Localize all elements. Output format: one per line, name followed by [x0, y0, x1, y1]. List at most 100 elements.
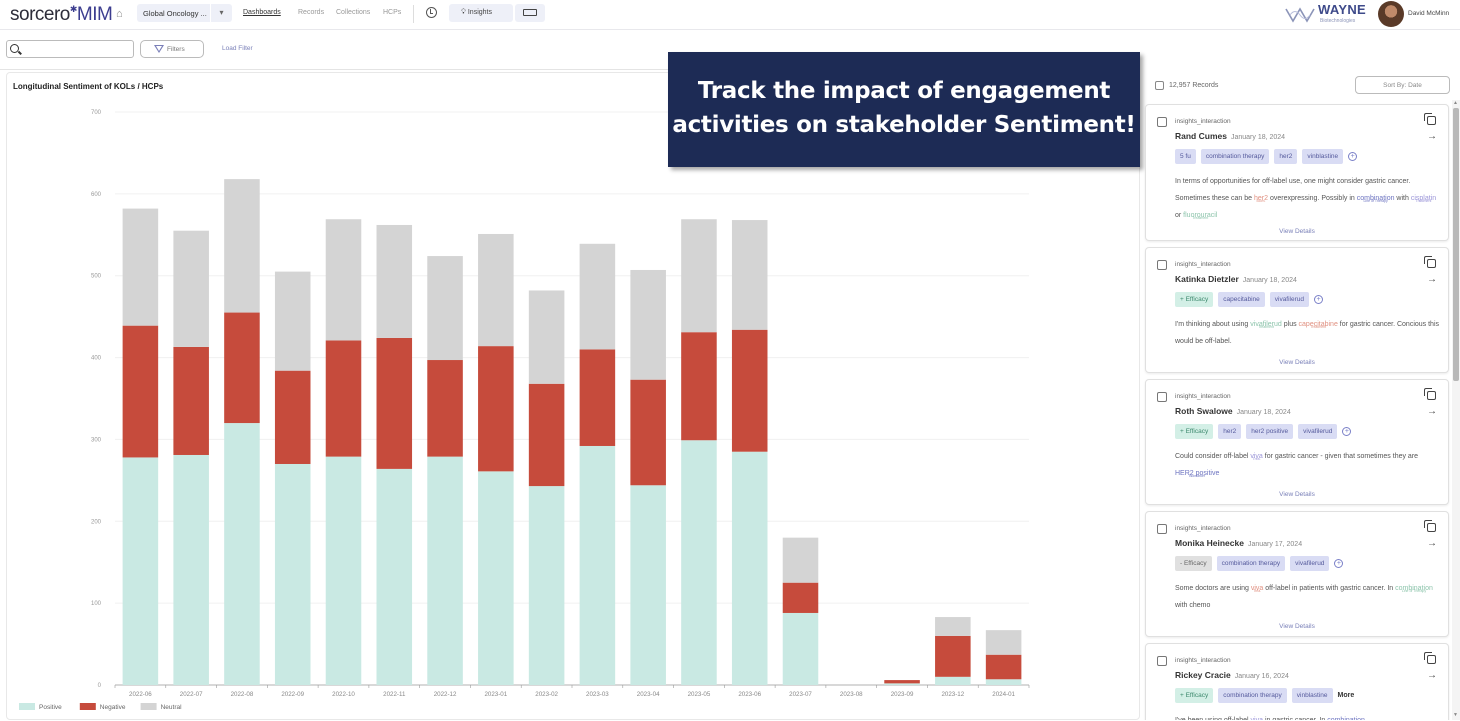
- add-tag-icon[interactable]: +: [1334, 559, 1344, 568]
- copy-icon[interactable]: [1424, 113, 1436, 125]
- add-tag-icon[interactable]: +: [1348, 152, 1358, 161]
- add-tag-icon[interactable]: +: [1314, 295, 1324, 304]
- tag-chip[interactable]: vinblastine: [1302, 149, 1344, 164]
- record-name[interactable]: Katinka Dietzler January 18, 2024: [1175, 274, 1297, 284]
- entity-highlight[interactable]: viva Trea.: [1250, 585, 1264, 593]
- tag-list: + Efficacy her2 her2 positive vivafilerud +: [1175, 424, 1352, 439]
- record-checkbox[interactable]: [1157, 117, 1167, 127]
- arrow-right-icon[interactable]: →: [1427, 274, 1437, 285]
- y-tick-label: 300: [91, 437, 102, 443]
- tag-chip[interactable]: vivafilerud: [1269, 292, 1310, 307]
- tag-chip[interactable]: vivafilerud: [1298, 424, 1338, 439]
- load-filter-link[interactable]: Load Filter: [222, 45, 253, 52]
- entity-highlight[interactable]: HER2 positive Biomarker: [1175, 470, 1220, 478]
- record-name[interactable]: Rickey Cracie January 16, 2024: [1175, 670, 1289, 680]
- arrow-right-icon[interactable]: →: [1427, 406, 1437, 417]
- scroll-down-icon[interactable]: ▼: [1453, 712, 1458, 718]
- view-details-link[interactable]: View Details: [1279, 228, 1315, 235]
- tag-chip[interactable]: - Efficacy: [1175, 556, 1212, 571]
- record-type: insights_interaction: [1175, 118, 1231, 125]
- entity-highlight[interactable]: her2 Biom.: [1254, 195, 1269, 203]
- entity-label: Treatment: [1310, 325, 1327, 329]
- tag-chip[interactable]: 5 fu: [1175, 149, 1196, 164]
- tag-chip[interactable]: her2: [1274, 149, 1298, 164]
- arrow-right-icon[interactable]: →: [1427, 538, 1437, 549]
- bar-negative: [681, 332, 717, 441]
- arrow-right-icon[interactable]: →: [1427, 670, 1437, 681]
- tag-chip[interactable]: capecitabine: [1218, 292, 1265, 307]
- app-logo[interactable]: sorcero✱MIM: [10, 4, 113, 26]
- more-tags-link[interactable]: More: [1337, 692, 1355, 699]
- entity-highlight[interactable]: cisplatin Treatment: [1410, 195, 1437, 203]
- entity-highlight[interactable]: fluorouracil Treatment: [1183, 212, 1218, 220]
- record-card[interactable]: insights_interaction Katinka Dietzler Janu…: [1145, 247, 1449, 373]
- x-tick-label: 2022-06: [129, 691, 152, 698]
- record-checkbox[interactable]: [1157, 656, 1167, 666]
- bar-positive: [427, 456, 463, 685]
- tag-chip[interactable]: vinblastine: [1291, 688, 1333, 703]
- workspace-select[interactable]: Global Oncology ...: [137, 4, 232, 22]
- tag-chip[interactable]: + Efficacy: [1175, 688, 1214, 703]
- view-details-link[interactable]: View Details: [1279, 359, 1315, 366]
- search-input[interactable]: [6, 40, 134, 58]
- home-icon[interactable]: ⌂: [116, 8, 123, 20]
- avatar[interactable]: [1378, 1, 1404, 27]
- record-checkbox[interactable]: [1157, 260, 1167, 270]
- nav-hcps[interactable]: HCPs: [383, 9, 402, 16]
- nav-records[interactable]: Records: [298, 9, 325, 16]
- entity-highlight[interactable]: combination: [1327, 712, 1365, 720]
- view-details-link[interactable]: View Details: [1279, 491, 1315, 498]
- record-name[interactable]: Roth Swalowe January 18, 2024: [1175, 406, 1291, 416]
- copy-icon[interactable]: [1424, 256, 1436, 268]
- add-tag-icon[interactable]: +: [1342, 427, 1352, 436]
- record-checkbox[interactable]: [1157, 524, 1167, 534]
- tag-chip[interactable]: combination therapy: [1216, 556, 1286, 571]
- arrow-right-icon[interactable]: →: [1427, 131, 1437, 142]
- chevron-down-icon[interactable]: ▾: [210, 4, 232, 22]
- nav-collections[interactable]: Collections: [336, 9, 371, 16]
- scroll-up-icon[interactable]: ▲: [1453, 100, 1458, 106]
- entity-highlight[interactable]: combination Line of Therapy: [1395, 585, 1433, 593]
- entity-highlight[interactable]: capecitabine Treatment: [1298, 321, 1338, 329]
- x-tick-label: 2023-09: [891, 691, 914, 698]
- entity-highlight[interactable]: viva Trea.: [1250, 453, 1263, 461]
- bar-neutral: [782, 537, 819, 583]
- tag-chip[interactable]: vivafilerud: [1290, 556, 1330, 571]
- user-name[interactable]: David McMinn: [1408, 10, 1450, 17]
- record-card[interactable]: insights_interaction Roth Swalowe January …: [1145, 379, 1449, 505]
- y-tick-label: 200: [91, 519, 102, 525]
- copy-icon[interactable]: [1424, 388, 1436, 400]
- nav-dashboards[interactable]: Dashboards: [243, 9, 281, 16]
- tag-chip[interactable]: + Efficacy: [1175, 424, 1214, 439]
- tag-chip[interactable]: her2: [1218, 424, 1242, 439]
- entity-highlight[interactable]: vivafilerud Treatment: [1250, 321, 1282, 329]
- record-card[interactable]: insights_interaction Monika Heinecke Janua…: [1145, 511, 1449, 637]
- keyboard-button[interactable]: [515, 4, 545, 22]
- records-header: 12,957 Records Sort By: Date: [1143, 72, 1460, 100]
- x-tick-label: 2022-09: [281, 691, 304, 698]
- record-card[interactable]: insights_interaction Rand Cumes January 18…: [1145, 104, 1449, 241]
- entity-highlight[interactable]: combination Line of Therapy: [1356, 195, 1395, 203]
- record-card[interactable]: insights_interaction Rickey Cracie January…: [1145, 643, 1449, 720]
- scroll-thumb[interactable]: [1453, 108, 1459, 381]
- copy-icon[interactable]: [1424, 520, 1436, 532]
- insights-button[interactable]: 💡︎ Insights: [449, 4, 513, 22]
- select-all-checkbox[interactable]: [1155, 81, 1164, 90]
- record-name[interactable]: Rand Cumes January 18, 2024: [1175, 131, 1286, 141]
- tag-chip[interactable]: combination therapy: [1200, 149, 1270, 164]
- workspace-label: Global Oncology ...: [143, 9, 207, 18]
- view-details-link[interactable]: View Details: [1279, 623, 1315, 630]
- record-checkbox[interactable]: [1157, 392, 1167, 402]
- filters-button[interactable]: Filters: [140, 40, 204, 58]
- entity-highlight[interactable]: viva: [1251, 712, 1263, 720]
- sort-button[interactable]: Sort By: Date: [1355, 76, 1450, 94]
- history-icon[interactable]: [426, 7, 437, 18]
- tag-chip[interactable]: her2 positive: [1246, 424, 1294, 439]
- copy-icon[interactable]: [1424, 652, 1436, 664]
- bar-negative: [630, 379, 666, 486]
- tag-chip[interactable]: combination therapy: [1218, 688, 1287, 703]
- tag-chip[interactable]: + Efficacy: [1175, 292, 1214, 307]
- records-scrollbar[interactable]: ▲ ▼: [1452, 100, 1460, 720]
- entity-label: Biom.: [1256, 199, 1266, 203]
- record-name[interactable]: Monika Heinecke January 17, 2024: [1175, 538, 1303, 548]
